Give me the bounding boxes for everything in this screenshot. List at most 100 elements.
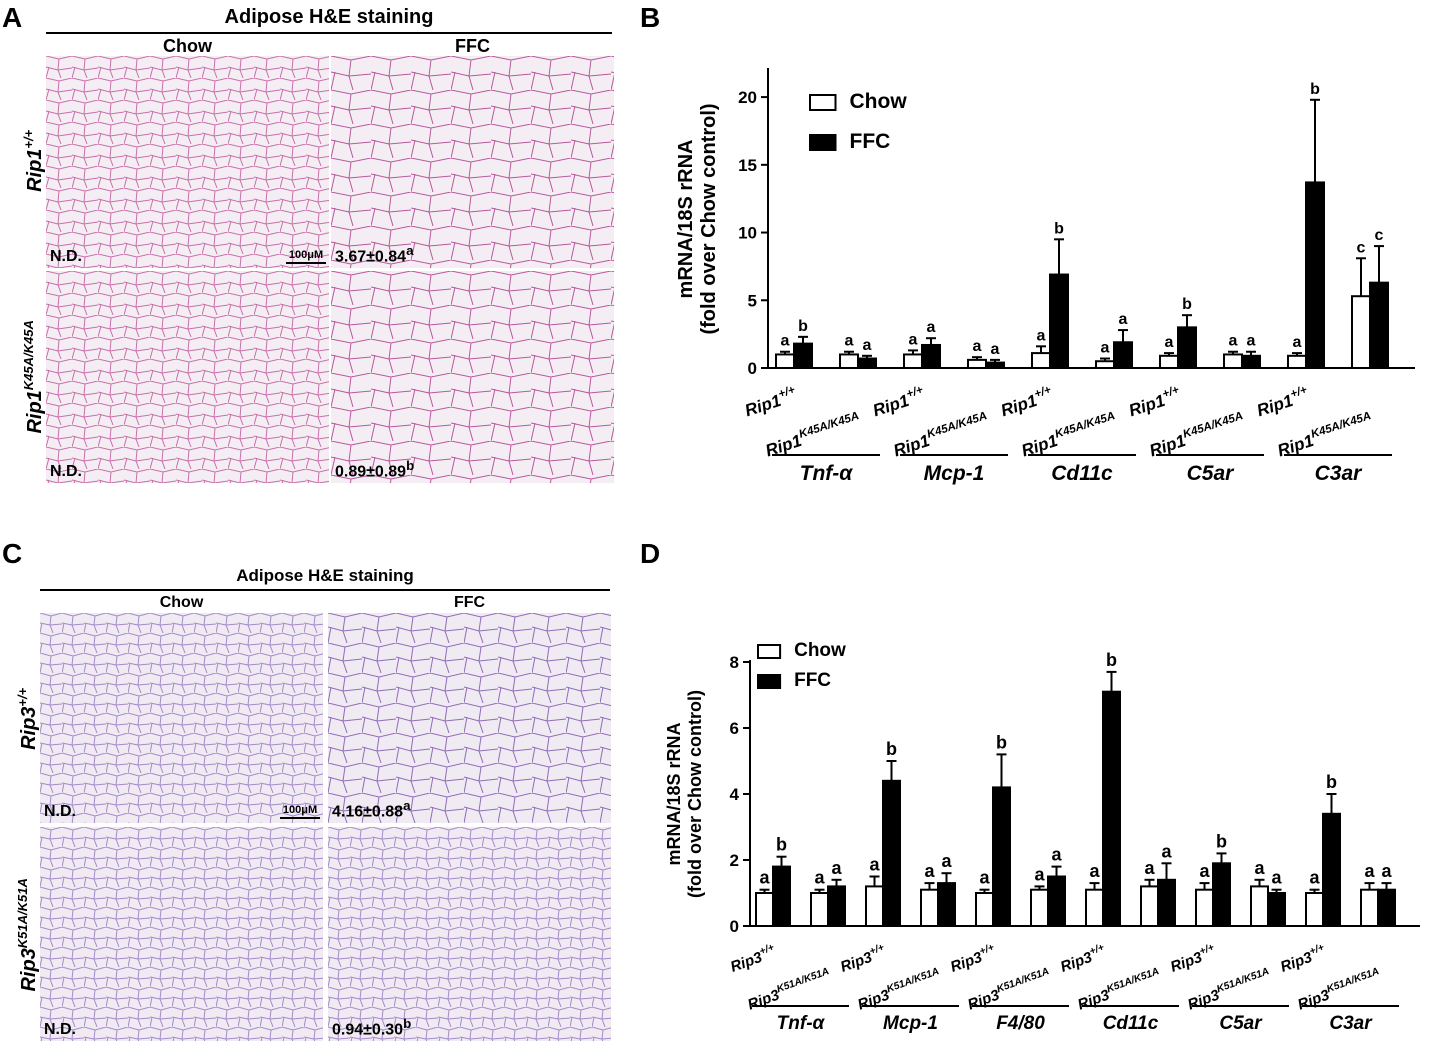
genotype-sup: +/+ bbox=[1289, 384, 1309, 401]
genotype-sup: K45A/K45A bbox=[798, 410, 861, 441]
significance-letter: c bbox=[1375, 227, 1384, 244]
genotype-sup: +/+ bbox=[868, 942, 886, 957]
y-tick-label: 0 bbox=[730, 917, 739, 936]
panel-a-image-chow-rip1-k45a: N.D. bbox=[46, 271, 329, 483]
legend-swatch-ffc bbox=[809, 134, 837, 151]
bar-chow bbox=[810, 892, 829, 927]
bar-chow bbox=[1095, 360, 1115, 369]
gene-label: Cd11c bbox=[1051, 462, 1113, 485]
significance-letter: a bbox=[1051, 845, 1062, 865]
panel-a-r2c2-value: 0.89±0.89b bbox=[335, 457, 415, 480]
gene-label: Cd11c bbox=[1103, 1013, 1159, 1034]
gene-label: C3ar bbox=[1315, 462, 1364, 485]
x-tick-label: Rip1+/+ bbox=[998, 384, 1056, 420]
significance-letter: a bbox=[1254, 858, 1265, 878]
genotype-sup: +/+ bbox=[758, 942, 776, 957]
legend-label-ffc: FFC bbox=[794, 670, 831, 691]
genotype-sup: K51A/K51A bbox=[885, 966, 940, 995]
genotype-gene: Rip1 bbox=[763, 431, 804, 460]
gene-label: F4/80 bbox=[996, 1013, 1045, 1034]
x-tick-label: Rip1K45A/K45A bbox=[763, 410, 864, 460]
genotype-sup: K45A/K45A bbox=[926, 410, 989, 441]
gene-label: Tnf-α bbox=[777, 1013, 826, 1034]
genotype-sup: K51A/K51A bbox=[1325, 966, 1380, 995]
significance-letter: a bbox=[927, 319, 936, 336]
genotype-sup: K45A/K45A bbox=[1054, 410, 1117, 441]
genotype-sup: K51A/K51A bbox=[995, 966, 1050, 995]
significance-letter: c bbox=[1357, 239, 1366, 256]
tissue-texture bbox=[40, 827, 323, 1041]
panel-a-image-ffc-rip1-k45a: 0.89±0.89b bbox=[331, 271, 614, 483]
y-tick-label: 8 bbox=[730, 653, 739, 672]
panel-a-title-rule bbox=[46, 32, 612, 34]
panel-c-r1c2-value: 4.16±0.88a bbox=[332, 797, 411, 820]
legend-swatch-ffc bbox=[757, 674, 782, 689]
bar-ffc bbox=[1049, 273, 1069, 369]
tissue-texture bbox=[331, 56, 614, 268]
y-axis-label-line: mRNA/18S rRNA bbox=[664, 722, 684, 865]
gene-label: C5ar bbox=[1219, 1013, 1263, 1034]
bar-chow bbox=[1140, 885, 1159, 927]
tissue-texture bbox=[46, 56, 329, 268]
scale-bar: 100μM bbox=[286, 249, 326, 264]
x-tick-label: Rip3+/+ bbox=[1168, 942, 1219, 976]
significance-letter: a bbox=[1101, 340, 1110, 357]
bar-chow bbox=[1159, 354, 1179, 369]
bar-ffc bbox=[882, 779, 901, 927]
x-tick-label: Rip1+/+ bbox=[1254, 384, 1312, 420]
bar-ffc bbox=[921, 343, 941, 369]
bar-ffc bbox=[857, 357, 877, 370]
gene-label: C5ar bbox=[1187, 462, 1236, 485]
panel-a-image-chow-rip1-wt: N.D. 100μM bbox=[46, 56, 329, 268]
significance-letter: a bbox=[845, 333, 854, 350]
chart-d: 0 2 4 6 8 mRNA/18S rRNA(fold over Chow contro… bbox=[664, 640, 1420, 1034]
tissue-texture bbox=[328, 827, 611, 1041]
significance-letter: a bbox=[1229, 333, 1238, 350]
significance-letter: b bbox=[886, 739, 897, 759]
x-tick-label: Rip3+/+ bbox=[728, 942, 779, 976]
chart-b: 0 5 10 15 20 mRNA/18S rRNA(fold over Chow con… bbox=[675, 68, 1415, 485]
x-tick-label: Rip1K45A/K45A bbox=[891, 410, 992, 460]
panel-letter-b: B bbox=[640, 2, 661, 33]
genotype-sup: K45A/K45A bbox=[1310, 410, 1373, 441]
bar-ffc bbox=[793, 342, 813, 370]
genotype-sup: K51A/K51A bbox=[1105, 966, 1160, 995]
significance-letter: b bbox=[1216, 831, 1227, 851]
genotype-sup: +/+ bbox=[1161, 384, 1181, 401]
x-tick-label: Rip3+/+ bbox=[1278, 942, 1329, 976]
y-tick-label: 5 bbox=[748, 291, 757, 310]
y-tick-label: 15 bbox=[738, 156, 757, 175]
genotype-sup: K51A/K51A bbox=[775, 966, 830, 995]
legend-label-chow: Chow bbox=[850, 90, 908, 113]
significance-letter: a bbox=[1165, 334, 1174, 351]
significance-letter: b bbox=[996, 732, 1007, 752]
genotype-sup: +/+ bbox=[1088, 942, 1106, 957]
bar-chow bbox=[967, 358, 987, 370]
y-axis-label: mRNA/18S rRNA(fold over Chow control) bbox=[664, 690, 705, 898]
genotype-sup: +/+ bbox=[777, 384, 797, 401]
bar-ffc bbox=[827, 885, 846, 927]
significance-letter: a bbox=[909, 331, 918, 348]
bar-chow bbox=[1250, 885, 1269, 927]
y-tick-label: 6 bbox=[730, 719, 739, 738]
genotype-sup: K51A/K51A bbox=[1215, 966, 1270, 995]
bar-ffc bbox=[1322, 812, 1341, 927]
significance-letter: a bbox=[1364, 861, 1375, 881]
x-tick-label: Rip1K45A/K45A bbox=[1147, 410, 1248, 460]
genotype-gene: Rip1 bbox=[1126, 391, 1167, 420]
genotype-gene: Rip1 bbox=[870, 391, 911, 420]
bar-ffc bbox=[1047, 875, 1066, 927]
panel-a-r1c2-value: 3.67±0.84a bbox=[335, 242, 414, 265]
x-tick-label: Rip1+/+ bbox=[870, 384, 928, 420]
legend-label-chow: Chow bbox=[794, 640, 846, 661]
x-tick-label: Rip1+/+ bbox=[1126, 384, 1184, 420]
panel-letter-a: A bbox=[2, 2, 23, 33]
panel-c-image-chow-rip3-wt: N.D. 100μM bbox=[40, 613, 323, 823]
significance-letter: b bbox=[1326, 772, 1337, 792]
panel-c-image-ffc-rip3-k51a: 0.94±0.30b bbox=[328, 827, 611, 1041]
genotype-sup: +/+ bbox=[1033, 384, 1053, 401]
legend-label-ffc: FFC bbox=[850, 130, 891, 153]
x-tick-label: Rip3+/+ bbox=[948, 942, 999, 976]
panel-a-row1-label: Rip1+/+ bbox=[21, 129, 46, 192]
genotype-gene: Rip1 bbox=[1147, 431, 1188, 460]
